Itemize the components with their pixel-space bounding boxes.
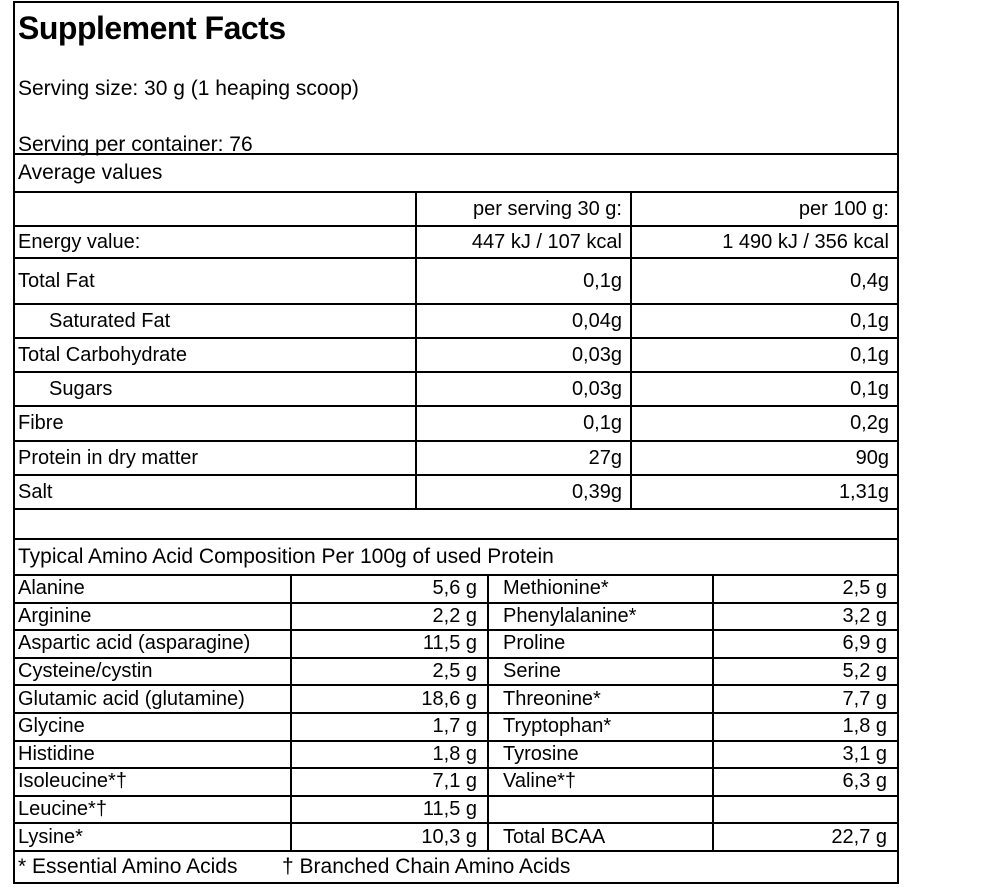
amino-name: Aspartic acid (asparagine) <box>18 632 251 655</box>
amino-value: 22,7 g <box>712 824 897 850</box>
nutrient-per-serving: 447 kJ / 107 kcal <box>415 227 630 257</box>
amino-row: Histidine 1,8 g Tyrosine 3,1 g <box>15 741 897 770</box>
amino-value <box>712 796 897 823</box>
amino-section-heading: Typical Amino Acid Composition Per 100g … <box>15 540 897 576</box>
amino-name: Tyrosine <box>487 741 712 768</box>
nutrient-per-100g: 0,1g <box>630 339 897 371</box>
amino-value: 3,2 g <box>712 603 897 630</box>
servings-per-container-text: Serving per container: 76 <box>18 133 253 156</box>
nutrient-per-100g: 0,4g <box>630 259 897 303</box>
footnote-bcaa: † Branched Chain Amino Acids <box>282 855 571 878</box>
amino-name: Glutamic acid (glutamine) <box>18 687 245 710</box>
amino-name: Glycine <box>18 715 85 738</box>
amino-name <box>487 796 712 823</box>
amino-value: 11,5 g <box>290 796 487 823</box>
nutrient-label: Fibre <box>18 412 64 434</box>
average-values-label: Average values <box>15 155 897 193</box>
amino-row: Lysine* 10,3 g Total BCAA 22,7 g <box>15 824 897 852</box>
amino-name: Lysine* <box>18 825 83 848</box>
label-title: Supplement Facts <box>18 10 286 46</box>
amino-value: 2,5 g <box>290 658 487 685</box>
nutrient-per-serving: 0,03g <box>415 373 630 405</box>
nutrition-row-saturated-fat: Saturated Fat 0,04g 0,1g <box>15 305 897 339</box>
serving-size-text: Serving size: 30 g (1 heaping scoop) <box>18 77 359 100</box>
amino-value: 5,2 g <box>712 658 897 685</box>
amino-name: Arginine <box>18 604 92 627</box>
nutrient-per-100g: 0,1g <box>630 373 897 405</box>
nutrition-row-salt: Salt 0,39g 1,31g <box>15 476 897 510</box>
amino-value: 7,1 g <box>290 769 487 795</box>
nutrient-per-serving: 0,39g <box>415 476 630 508</box>
nutrient-label: Saturated Fat <box>49 309 171 332</box>
nutrient-per-100g: 1,31g <box>630 476 897 508</box>
amino-name: Cysteine/cystin <box>18 660 153 683</box>
nutrient-per-100g: 0,1g <box>630 305 897 337</box>
amino-row: Aspartic acid (asparagine) 11,5 g Prolin… <box>15 631 897 659</box>
amino-name: Threonine* <box>487 686 712 712</box>
nutrient-label: Sugars <box>49 377 113 400</box>
nutrition-header-empty <box>15 193 415 225</box>
amino-name: Alanine <box>18 577 85 600</box>
nutrition-header-per-100g: per 100 g: <box>630 193 897 225</box>
nutrition-row-protein: Protein in dry matter 27g 90g <box>15 442 897 476</box>
amino-name: Serine <box>487 658 712 685</box>
amino-value: 7,7 g <box>712 686 897 712</box>
amino-value: 2,5 g <box>712 576 897 602</box>
footnotes-row: * Essential Amino Acids † Branched Chain… <box>15 852 897 882</box>
nutrient-per-serving: 0,03g <box>415 339 630 371</box>
nutrient-per-serving: 0,1g <box>415 259 630 303</box>
amino-row: Cysteine/cystin 2,5 g Serine 5,2 g <box>15 658 897 687</box>
amino-value: 11,5 g <box>290 631 487 657</box>
nutrient-per-100g: 1 490 kJ / 356 kcal <box>630 227 897 257</box>
amino-row: Arginine 2,2 g Phenylalanine* 3,2 g <box>15 603 897 632</box>
amino-row: Alanine 5,6 g Methionine* 2,5 g <box>15 576 897 604</box>
nutrient-per-100g: 90g <box>630 442 897 474</box>
nutrient-label: Total Carbohydrate <box>18 343 187 366</box>
amino-row: Leucine*† 11,5 g <box>15 796 897 825</box>
nutrient-label: Salt <box>18 480 53 503</box>
amino-value: 18,6 g <box>290 686 487 712</box>
nutrient-per-serving: 27g <box>415 442 630 474</box>
amino-value: 3,1 g <box>712 741 897 768</box>
amino-name: Tryptophan* <box>487 714 712 740</box>
nutrition-row-total-fat: Total Fat 0,1g 0,4g <box>15 259 897 305</box>
amino-name: Proline <box>487 631 712 657</box>
nutrition-header-per-serving: per serving 30 g: <box>415 193 630 225</box>
amino-name: Total BCAA <box>487 824 712 850</box>
nutrient-label: Total Fat <box>18 269 95 292</box>
nutrient-label: Energy value: <box>18 230 141 253</box>
amino-name: Valine*† <box>487 769 712 795</box>
nutrient-per-serving: 0,1g <box>415 407 630 440</box>
amino-name: Histidine <box>18 742 95 765</box>
nutrition-row-energy: Energy value: 447 kJ / 107 kcal 1 490 kJ… <box>15 227 897 259</box>
label-border-box: Supplement Facts Serving size: 30 g (1 h… <box>13 1 899 884</box>
amino-value: 6,3 g <box>712 769 897 795</box>
amino-row: Isoleucine*† 7,1 g Valine*† 6,3 g <box>15 769 897 797</box>
amino-row: Glycine 1,7 g Tryptophan* 1,8 g <box>15 714 897 742</box>
nutrient-per-100g: 0,2g <box>630 407 897 440</box>
nutrient-per-serving: 0,04g <box>415 305 630 337</box>
amino-value: 5,6 g <box>290 576 487 602</box>
footnote-essential: * Essential Amino Acids <box>18 855 238 878</box>
nutrient-label: Protein in dry matter <box>18 446 199 469</box>
amino-row: Glutamic acid (glutamine) 18,6 g Threoni… <box>15 686 897 714</box>
spacer-strip <box>15 510 897 540</box>
amino-name: Methionine* <box>487 576 712 602</box>
amino-value: 1,8 g <box>712 714 897 740</box>
label-header-block: Supplement Facts Serving size: 30 g (1 h… <box>15 3 897 156</box>
amino-acid-table: Alanine 5,6 g Methionine* 2,5 g Arginine… <box>15 576 897 852</box>
amino-name: Phenylalanine* <box>487 603 712 630</box>
amino-name: Isoleucine*† <box>18 770 127 793</box>
nutrition-header-row: per serving 30 g: per 100 g: <box>15 193 897 227</box>
amino-value: 6,9 g <box>712 631 897 657</box>
amino-value: 1,7 g <box>290 714 487 740</box>
nutrition-row-fibre: Fibre 0,1g 0,2g <box>15 407 897 442</box>
amino-value: 1,8 g <box>290 741 487 768</box>
nutrition-row-total-carbohydrate: Total Carbohydrate 0,03g 0,1g <box>15 339 897 373</box>
amino-name: Leucine*† <box>18 798 107 821</box>
nutrition-row-sugars: Sugars 0,03g 0,1g <box>15 373 897 407</box>
amino-value: 2,2 g <box>290 603 487 630</box>
amino-value: 10,3 g <box>290 824 487 850</box>
